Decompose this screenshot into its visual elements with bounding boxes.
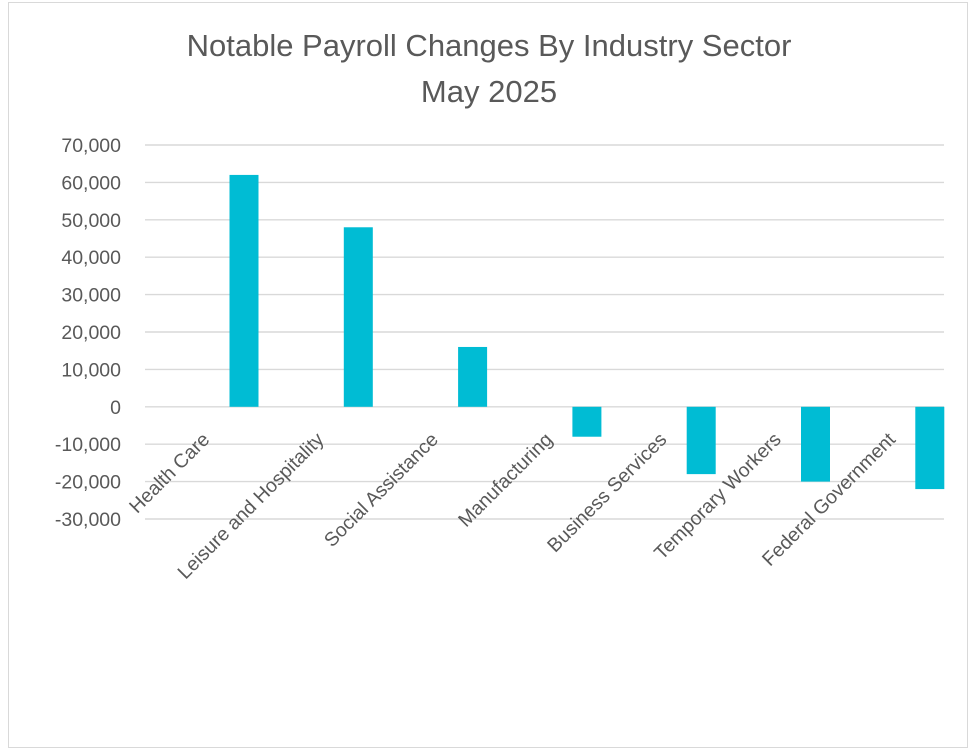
y-axis-ticks: 70,000 60,000 50,000 40,000 30,000 20,000 10,0…: [55, 135, 121, 531]
chart-frame: [8, 2, 968, 748]
bar-business-services: [686, 406, 716, 475]
y-tick-label: 30,000: [61, 285, 121, 307]
bars: [229, 174, 945, 490]
y-tick-label: 60,000: [61, 172, 121, 194]
category-label: Business Services: [543, 428, 671, 556]
chart-subtitle: May 2025: [421, 74, 557, 109]
category-label: Health Care: [125, 429, 214, 518]
y-tick-label: -30,000: [55, 509, 121, 531]
y-tick-label: 10,000: [61, 359, 121, 381]
y-tick-label: 40,000: [61, 247, 121, 269]
bar-manufacturing: [572, 406, 602, 437]
gridlines: [145, 144, 944, 520]
bar-federal-government: [915, 406, 945, 490]
chart-title: Notable Payroll Changes By Industry Sect…: [187, 28, 792, 63]
bar-social-assistance: [458, 346, 488, 407]
y-tick-label: 20,000: [61, 322, 121, 344]
bar-leisure-and-hospitality: [343, 227, 373, 407]
y-tick-label: 0: [110, 397, 121, 419]
y-tick-label: 50,000: [61, 210, 121, 232]
y-tick-label: 70,000: [61, 135, 121, 157]
category-label: Temporary Workers: [650, 428, 786, 564]
category-label: Social Assistance: [320, 429, 443, 552]
bar-health-care: [229, 174, 259, 407]
y-tick-label: -10,000: [55, 434, 121, 456]
y-tick-label: -20,000: [55, 472, 121, 494]
bar-temporary-workers: [801, 406, 830, 482]
